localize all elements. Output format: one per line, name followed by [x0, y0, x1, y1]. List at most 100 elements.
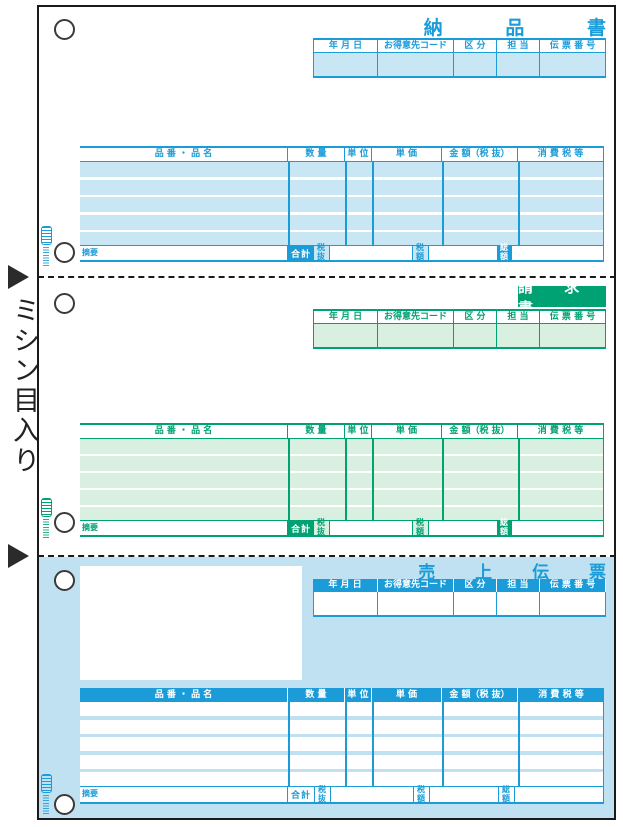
col-unit-label: 単 位 [345, 688, 372, 702]
perforation-line-1 [38, 276, 616, 278]
item-table-body [80, 162, 604, 247]
header-date-cell [313, 323, 378, 349]
header-customer-code-label: お得意先コード [378, 579, 454, 592]
summary-tax-label: 税額 [412, 518, 429, 536]
summary-tax-cell [429, 246, 497, 260]
col-unit-price-label: 単 価 [372, 146, 442, 162]
sales-slip-title: 売 上 伝 票 [418, 563, 623, 583]
perforation-label: ミシン目入り [8, 296, 39, 476]
header-date-cell [313, 592, 378, 617]
col-item-label: 品 番 ・ 品 名 [80, 146, 288, 162]
header-category-label: 区 分 [454, 38, 497, 52]
header-category-label: 区 分 [454, 309, 497, 323]
micro-barcode-icon [40, 226, 52, 268]
item-row [80, 754, 604, 769]
summary-grand-total-cell [512, 521, 604, 535]
col-unit-label: 単 位 [345, 146, 372, 162]
item-row [80, 473, 604, 488]
invoice-item-table: 品 番 ・ 品 名 数 量 単 位 単 価 金 額（税 抜） 消 費 税 等 摘… [80, 423, 604, 537]
summary-total-label: 合計 [288, 246, 314, 260]
col-unit-price-label: 単 価 [372, 423, 442, 439]
invoice-title: 請 求 書 [518, 278, 606, 317]
punch-hole [54, 293, 75, 314]
summary-excl-tax-cell [331, 787, 414, 802]
summary-tax-label: 税額 [412, 243, 429, 261]
header-category-label: 区 分 [454, 579, 497, 592]
summary-grand-total-label: 総額 [497, 518, 512, 536]
item-row [80, 490, 604, 505]
col-unit-price-label: 単 価 [372, 688, 442, 702]
summary-excl-tax-label: 税抜 [314, 243, 330, 261]
punch-hole [54, 512, 75, 533]
summary-grand-total-cell [512, 246, 604, 260]
header-customer-code-label: お得意先コード [378, 309, 454, 323]
col-tax-label: 消 費 税 等 [518, 146, 604, 162]
header-slip-number-cell [540, 323, 606, 349]
item-row [80, 456, 604, 471]
item-row [80, 439, 604, 454]
header-customer-code-label: お得意先コード [378, 38, 454, 52]
summary-grand-total-label: 総額 [499, 785, 515, 802]
item-table-header: 品 番 ・ 品 名 数 量 単 位 単 価 金 額（税 抜） 消 費 税 等 [80, 688, 604, 702]
col-tax-label: 消 費 税 等 [518, 423, 604, 439]
header-staff-label: 担 当 [497, 309, 540, 323]
sales-slip-item-table: 品 番 ・ 品 名 数 量 単 位 単 価 金 額（税 抜） 消 費 税 等 摘… [80, 688, 604, 804]
summary-excl-tax-label: 税抜 [314, 518, 330, 536]
summary-note-label: 摘要 [80, 246, 288, 260]
item-row [80, 719, 604, 734]
delivery-slip-header-table: 年 月 日 お得意先コード 区 分 担 当 伝 票 番 号 [313, 38, 606, 78]
summary-tax-cell [429, 521, 497, 535]
header-date-cell [313, 52, 378, 78]
sales-slip-header-table: 年 月 日 お得意先コード 区 分 担 当 伝 票 番 号 [313, 579, 606, 617]
invoice-header-table: 年 月 日 お得意先コード 区 分 担 当 伝 票 番 号 [313, 309, 606, 349]
col-unit-label: 単 位 [345, 423, 372, 439]
header-staff-cell [497, 52, 540, 78]
summary-total-label: 合計 [288, 787, 315, 802]
summary-excl-tax-cell [330, 521, 412, 535]
col-amount-label: 金 額（税 抜） [442, 146, 518, 162]
item-table-body [80, 439, 604, 522]
delivery-slip-title: 納 品 書 [423, 17, 623, 39]
perforation-marker-top-icon [8, 265, 29, 289]
item-row [80, 507, 604, 522]
header-slip-number-label: 伝 票 番 号 [540, 309, 606, 323]
header-customer-code-cell [378, 592, 454, 617]
punch-hole [54, 19, 75, 40]
delivery-slip-item-table: 品 番 ・ 品 名 数 量 単 位 単 価 金 額（税 抜） 消 費 税 等 摘… [80, 146, 604, 262]
summary-grand-total-label: 総額 [497, 243, 512, 261]
header-category-cell [454, 323, 497, 349]
header-slip-number-label: 伝 票 番 号 [540, 579, 606, 592]
item-table-body [80, 702, 604, 786]
punch-hole [54, 242, 75, 263]
col-quantity-label: 数 量 [288, 688, 345, 702]
col-quantity-label: 数 量 [288, 146, 345, 162]
col-item-label: 品 番 ・ 品 名 [80, 423, 288, 439]
micro-barcode-icon [40, 498, 52, 540]
header-slip-number-label: 伝 票 番 号 [540, 38, 606, 52]
header-slip-number-cell [540, 52, 606, 78]
header-customer-code-cell [378, 323, 454, 349]
summary-row: 摘要 合計 税抜 税額 総額 [80, 243, 604, 262]
item-row [80, 214, 604, 230]
item-row [80, 772, 604, 786]
summary-tax-cell [430, 787, 499, 802]
header-customer-code-cell [378, 52, 454, 78]
header-date-label: 年 月 日 [313, 579, 378, 592]
header-staff-cell [497, 592, 540, 617]
micro-barcode-icon [40, 774, 52, 816]
summary-row: 摘要 合計 税抜 税額 総額 [80, 785, 604, 804]
col-amount-label: 金 額（税 抜） [442, 423, 518, 439]
header-category-cell [454, 52, 497, 78]
header-staff-label: 担 当 [497, 579, 540, 592]
header-staff-cell [497, 323, 540, 349]
item-row [80, 162, 604, 177]
summary-excl-tax-label: 税抜 [315, 785, 331, 802]
header-category-cell [454, 592, 497, 617]
summary-grand-total-cell [515, 787, 604, 802]
item-row [80, 702, 604, 716]
perforation-line-2 [38, 555, 616, 557]
perforation-marker-bottom-icon [8, 544, 29, 568]
